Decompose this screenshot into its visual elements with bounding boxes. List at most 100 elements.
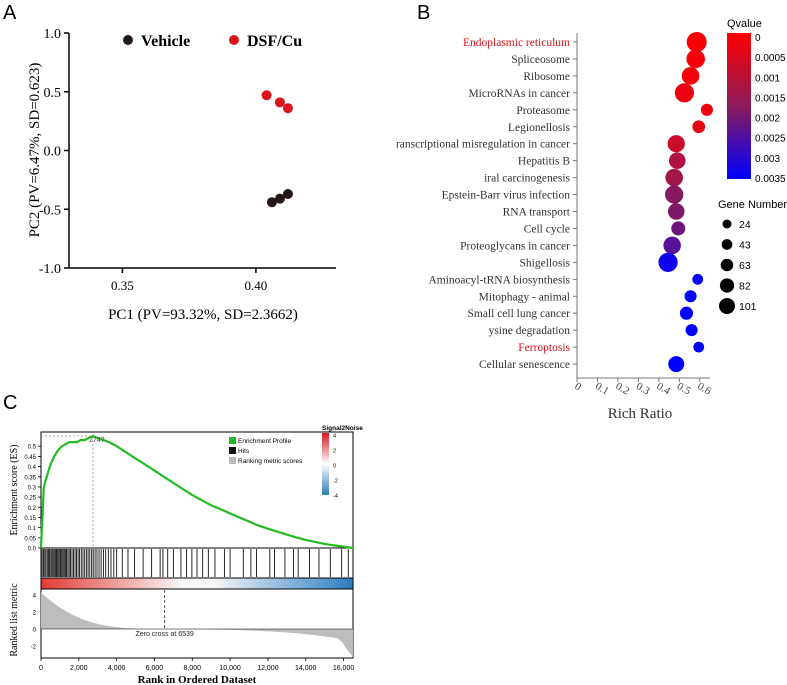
pca-scatter: PC1 (PV=93.32%, SD=2.3662) PC2 (PV=6.47%… xyxy=(27,27,336,323)
gsea-xtick-label: 4,000 xyxy=(108,665,126,672)
pathway-label: Cellular senescence xyxy=(479,359,570,371)
panel-label-b: B xyxy=(417,2,430,24)
es-ytick-label: 0.5 xyxy=(28,445,37,451)
pathway-bubble xyxy=(665,185,684,204)
pathway-bubble xyxy=(692,120,706,134)
legend-marker-dsf xyxy=(229,35,239,45)
qvalue-colorbar xyxy=(727,33,751,179)
qvalue-tick-label: 0.002 xyxy=(755,114,780,125)
pathway-bubble xyxy=(681,67,700,85)
gsea-xtick-label: 16,000 xyxy=(333,665,355,672)
es-ytick-label: 0.3 xyxy=(28,485,37,491)
es-ytick-label: 0.05 xyxy=(24,536,36,542)
pathway-bubble xyxy=(674,83,695,103)
pathway-bubble xyxy=(658,252,678,272)
vehicle-point xyxy=(274,193,285,204)
pca-xlabel: PC1 (PV=93.32%, SD=2.3662) xyxy=(108,307,298,323)
signal2noise-tick-label: 2 xyxy=(333,449,336,455)
pathway-bubble xyxy=(692,273,704,285)
size-legend-marker xyxy=(719,278,735,293)
legend-label-enrichment: Enrichment Profile xyxy=(238,438,291,445)
gsea-xtick-label: 12,000 xyxy=(257,665,279,672)
pathway-label: MicroRNAs in cancer xyxy=(468,88,570,100)
size-legend-label: 101 xyxy=(739,301,757,313)
pathway-label: Ferroptosis xyxy=(518,342,570,354)
signal2noise-title: Signal2Noise xyxy=(322,425,363,432)
rank-color-strip xyxy=(40,577,354,590)
pathway-bubble xyxy=(693,341,705,353)
size-legend-label: 63 xyxy=(739,260,751,272)
gsea-xlabel: Rank in Ordered Dataset xyxy=(138,674,257,685)
pca-ytick-label: 0.5 xyxy=(44,86,62,101)
pathway-bubble xyxy=(685,324,698,337)
gsea-xtick-label: 10,000 xyxy=(219,665,241,672)
pathway-label: Aminoacyl-tRNA biosynthesis xyxy=(428,274,570,286)
panel-label-a: A xyxy=(3,2,17,24)
gsea-xtick-label: 14,000 xyxy=(295,665,317,672)
pca-ytick-label: 1.0 xyxy=(44,27,62,42)
gsea-xtick-label: 6,000 xyxy=(146,665,164,672)
bubble-xtick-label: 0.3 xyxy=(634,380,652,398)
bubble-xtick-label: 0.2 xyxy=(613,380,631,397)
enrichment-profile-line xyxy=(39,434,354,550)
bubble-xlabel: Rich Ratio xyxy=(608,406,673,422)
pathway-label: Hepatitis B xyxy=(518,156,570,168)
bubble-xtick-label: 0.6 xyxy=(695,380,713,398)
legend-label-hits: Hits xyxy=(238,448,250,455)
metric-ytick-label: 4 xyxy=(33,594,37,600)
pca-xtick-label: 0.35 xyxy=(111,278,134,293)
legend-label-dsf: DSF/Cu xyxy=(247,33,302,50)
legend-swatch-ranking xyxy=(229,457,236,464)
pathway-bubble xyxy=(700,103,713,116)
metric-ytick-label: -2 xyxy=(31,645,37,651)
pca-ytick-label: -1.0 xyxy=(39,262,61,277)
pathway-label: ranscriptional misregulation in cancer xyxy=(396,139,570,151)
es-ytick-label: 0.25 xyxy=(24,496,36,502)
pca-ytick-label: -0.5 xyxy=(39,203,61,218)
pca-ylabel: PC2 (PV=6.47%, SD=0.623) xyxy=(27,63,43,238)
pathway-bubble xyxy=(667,135,685,153)
size-legend-label: 43 xyxy=(739,240,751,252)
zero-cross-label: Zero cross at 6539 xyxy=(135,631,193,638)
qvalue-legend: Qvalue 0 0.0005 0.001 0.0015 0.002 0.0025 0.00… xyxy=(727,18,786,185)
size-legend-marker xyxy=(722,219,732,229)
es-ytick-label: 0.45 xyxy=(24,455,36,461)
pca-xtick-label: 0.40 xyxy=(245,278,268,293)
es-ytick-label: 0.15 xyxy=(24,516,36,522)
qvalue-legend-title: Qvalue xyxy=(727,18,762,30)
signal2noise-legend: Signal2Noise 4 2 0 -2 -4 xyxy=(322,425,363,500)
pathway-label: Spliceosome xyxy=(511,54,570,66)
gene-number-legend: Gene Number 24 43 63 82 101 xyxy=(718,199,787,314)
pathway-label: Ribosome xyxy=(523,71,570,83)
gsea-xtick-label: 8,000 xyxy=(184,665,202,672)
qvalue-tick-label: 0.0005 xyxy=(755,53,786,64)
gsea-plot: 0.5 0.45 0.4 0.35 0.3 0.25 0.2 0.15 0.1 0.05 0.0 4… xyxy=(9,425,363,685)
signal2noise-tick-label: 0 xyxy=(333,464,336,470)
pathway-bubble xyxy=(679,306,694,320)
dsf-cu-point xyxy=(261,90,272,101)
size-legend-marker xyxy=(719,298,735,314)
bubble-xtick-label: 0.5 xyxy=(675,380,693,398)
size-legend-marker xyxy=(720,258,734,272)
pathway-bubble xyxy=(686,32,707,52)
bubble-xtick-label: 0.4 xyxy=(654,380,672,398)
qvalue-tick-label: 0.0035 xyxy=(755,174,786,185)
signal2noise-tick-label: -2 xyxy=(333,479,338,485)
signal2noise-tick-label: -4 xyxy=(333,494,338,500)
pathway-bubble xyxy=(665,168,683,187)
size-legend-marker xyxy=(721,239,733,250)
qvalue-tick-label: 0 xyxy=(755,33,761,44)
pathway-label: Legionellosis xyxy=(508,122,570,134)
legend-swatch-hits xyxy=(229,447,236,454)
vehicle-point xyxy=(282,188,293,199)
pathway-bubble xyxy=(668,356,685,373)
es-ytick-label: 0.35 xyxy=(24,475,36,481)
metric-ytick-label: 0 xyxy=(33,628,37,634)
gsea-xtick-label: 2,000 xyxy=(70,665,88,672)
dsf-cu-point xyxy=(282,103,293,114)
gsea-legend: Enrichment Profile Hits Ranking metric s… xyxy=(229,437,303,465)
gene-number-legend-title: Gene Number xyxy=(718,199,787,211)
bubble-xtick-label: 0 xyxy=(573,380,584,393)
legend-label-ranking: Ranking metric scores xyxy=(238,458,303,465)
qvalue-tick-label: 0.0025 xyxy=(755,134,786,145)
